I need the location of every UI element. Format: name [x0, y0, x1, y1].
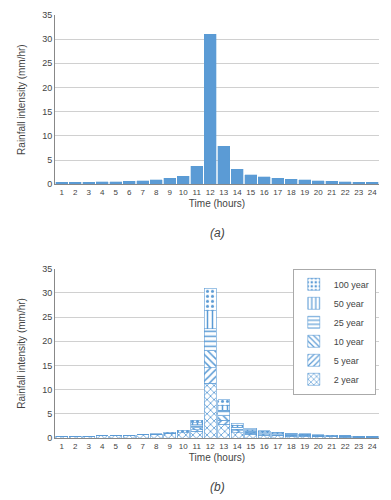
- svg-text:23: 23: [354, 188, 363, 197]
- svg-text:2: 2: [73, 188, 78, 197]
- svg-text:18: 18: [287, 188, 296, 197]
- svg-text:35: 35: [42, 264, 52, 274]
- svg-text:20: 20: [42, 83, 52, 93]
- svg-text:19: 19: [300, 188, 309, 197]
- svg-text:11: 11: [193, 188, 202, 197]
- svg-text:21: 21: [327, 442, 336, 451]
- svg-text:3: 3: [87, 188, 92, 197]
- svg-text:17: 17: [273, 188, 282, 197]
- svg-text:0: 0: [47, 433, 52, 443]
- svg-text:5: 5: [114, 188, 119, 197]
- svg-text:21: 21: [327, 188, 336, 197]
- svg-text:17: 17: [273, 442, 282, 451]
- svg-text:25: 25: [42, 58, 52, 68]
- svg-text:13: 13: [219, 188, 228, 197]
- svg-text:10: 10: [179, 188, 188, 197]
- svg-text:11: 11: [193, 442, 202, 451]
- svg-text:35: 35: [42, 10, 52, 20]
- svg-text:22: 22: [341, 188, 350, 197]
- svg-text:5 year: 5 year: [334, 356, 359, 366]
- svg-text:4: 4: [100, 442, 105, 451]
- svg-text:6: 6: [127, 188, 132, 197]
- svg-text:1: 1: [60, 188, 65, 197]
- svg-text:10: 10: [179, 442, 188, 451]
- svg-text:25: 25: [42, 312, 52, 322]
- svg-text:5: 5: [47, 409, 52, 419]
- svg-text:(a): (a): [210, 226, 225, 240]
- svg-text:16: 16: [260, 188, 269, 197]
- svg-text:9: 9: [168, 188, 173, 197]
- svg-text:22: 22: [341, 442, 350, 451]
- svg-text:15: 15: [42, 107, 52, 117]
- svg-text:16: 16: [260, 442, 269, 451]
- svg-text:14: 14: [233, 188, 242, 197]
- svg-text:10 year: 10 year: [334, 337, 364, 347]
- svg-text:Time (hours): Time (hours): [189, 198, 245, 209]
- svg-text:8: 8: [154, 188, 159, 197]
- svg-text:Time (hours): Time (hours): [189, 452, 245, 463]
- svg-text:18: 18: [287, 442, 296, 451]
- svg-text:24: 24: [368, 442, 377, 451]
- svg-text:30: 30: [42, 288, 52, 298]
- svg-text:100 year: 100 year: [334, 280, 369, 290]
- svg-text:5: 5: [114, 442, 119, 451]
- svg-text:24: 24: [368, 188, 377, 197]
- svg-text:10: 10: [42, 131, 52, 141]
- svg-text:15: 15: [246, 188, 255, 197]
- svg-text:0: 0: [47, 179, 52, 189]
- svg-text:15: 15: [246, 442, 255, 451]
- svg-text:20: 20: [314, 442, 323, 451]
- svg-text:30: 30: [42, 34, 52, 44]
- svg-text:10: 10: [42, 385, 52, 395]
- svg-text:14: 14: [233, 442, 242, 451]
- svg-text:2 year: 2 year: [334, 375, 359, 385]
- svg-text:2: 2: [73, 442, 78, 451]
- svg-text:6: 6: [127, 442, 132, 451]
- svg-text:7: 7: [141, 188, 146, 197]
- svg-text:12: 12: [206, 188, 215, 197]
- svg-text:12: 12: [206, 442, 215, 451]
- svg-text:1: 1: [60, 442, 65, 451]
- svg-text:Rainfall intensity (mm/hr): Rainfall intensity (mm/hr): [16, 298, 27, 409]
- svg-text:9: 9: [168, 442, 173, 451]
- svg-text:20: 20: [314, 188, 323, 197]
- svg-text:13: 13: [219, 442, 228, 451]
- svg-text:15: 15: [42, 361, 52, 371]
- svg-text:Rainfall intensity (mm/hr): Rainfall intensity (mm/hr): [16, 44, 27, 155]
- svg-text:8: 8: [154, 442, 159, 451]
- svg-text:3: 3: [87, 442, 92, 451]
- svg-text:50 year: 50 year: [334, 299, 364, 309]
- svg-text:5: 5: [47, 155, 52, 165]
- svg-text:25 year: 25 year: [334, 318, 364, 328]
- svg-text:4: 4: [100, 188, 105, 197]
- svg-text:19: 19: [300, 442, 309, 451]
- svg-text:(b): (b): [210, 480, 225, 494]
- svg-text:7: 7: [141, 442, 146, 451]
- svg-text:20: 20: [42, 336, 52, 346]
- svg-text:23: 23: [354, 442, 363, 451]
